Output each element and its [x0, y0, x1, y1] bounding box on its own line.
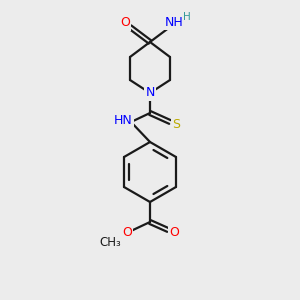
Text: CH₃: CH₃: [99, 236, 121, 248]
Text: N: N: [145, 86, 155, 100]
Text: O: O: [169, 226, 179, 239]
Text: S: S: [172, 118, 180, 130]
Text: O: O: [120, 16, 130, 29]
Text: O: O: [122, 226, 132, 238]
Text: HN: HN: [114, 115, 132, 128]
Text: H: H: [183, 12, 191, 22]
Text: NH: NH: [165, 16, 183, 28]
